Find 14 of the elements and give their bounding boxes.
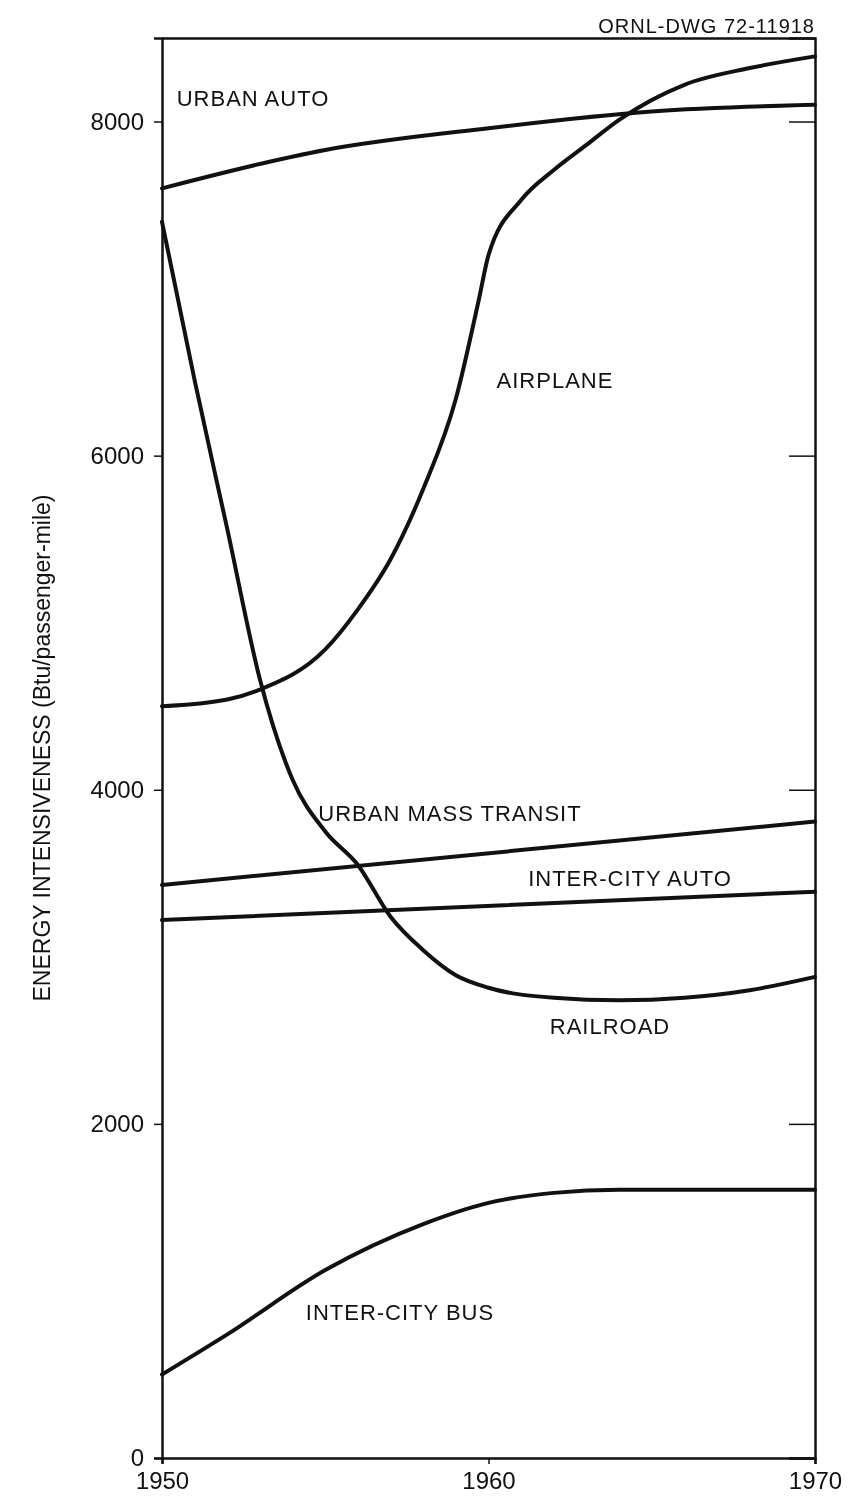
annotation: URBAN MASS TRANSIT — [318, 800, 582, 826]
y-axis-title: ENERGY INTENSIVENESS (Btu/passenger-mile) — [29, 494, 55, 1002]
text: ORNL-DWG 72-11918 — [598, 15, 815, 38]
x-tick-label: 1960 — [462, 1467, 516, 1495]
y-tick-label: 8000 — [90, 107, 144, 135]
annotation: AIRPLANE — [496, 367, 614, 393]
y-tick-label: 2000 — [90, 1110, 144, 1138]
y-tick-label: 4000 — [90, 775, 144, 803]
annotation: URBAN AUTO — [176, 85, 330, 111]
x-tick-label: 1970 — [788, 1467, 843, 1495]
annotation: INTER-CITY BUS — [305, 1299, 495, 1325]
annotation: INTER-CITY AUTO — [528, 865, 732, 891]
y-tick-label: 6000 — [90, 441, 144, 469]
annotation: RAILROAD — [549, 1013, 671, 1039]
